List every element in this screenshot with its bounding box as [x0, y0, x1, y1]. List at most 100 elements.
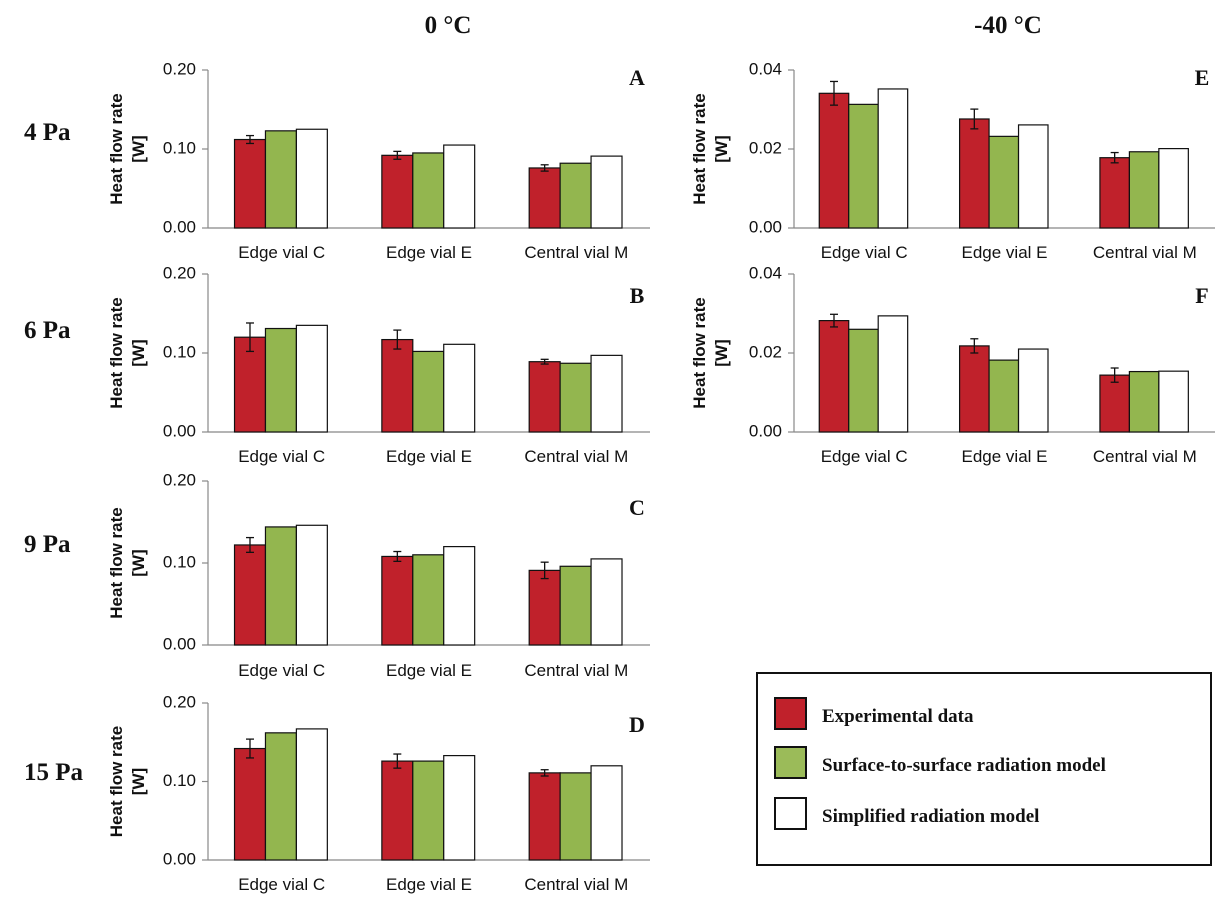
legend: Experimental data Surface-to-surface rad…: [756, 672, 1212, 866]
row-label-6pa: 6 Pa: [24, 317, 71, 344]
legend-label-experimental: Experimental data: [822, 706, 974, 727]
row-label-15pa: 15 Pa: [24, 759, 84, 786]
bar-a-surface-to-surface-1: [412, 152, 445, 229]
bar-f-surface-to-surface-1: [988, 359, 1020, 433]
bar-b-surface-to-surface-2: [559, 362, 592, 433]
bar-e-experimental-2: [1099, 157, 1130, 229]
category-label-a-1: Edge vial E: [386, 243, 472, 262]
row-label-4pa: 4 Pa: [24, 119, 71, 146]
bar-f-experimental-0: [818, 320, 850, 433]
bar-e-experimental-0: [818, 92, 850, 229]
bar-c-experimental-0: [233, 544, 267, 646]
y-tick-label-d-1: 0.10: [163, 771, 196, 790]
panels: A Heat flow rate [W] 0.00 0.10 0.20 Edge vial …: [107, 59, 1215, 894]
bar-b-surface-to-surface-0: [264, 327, 297, 433]
panel-b: B Heat flow rate [W] 0.00 0.10 0.20 Edge vial …: [107, 263, 650, 466]
category-label-f-1: Edge vial E: [962, 447, 1048, 466]
y-axis-label-c: Heat flow rate [W]: [107, 507, 148, 618]
y-axis-label-d: Heat flow rate [W]: [107, 726, 148, 837]
y-axis-label-a: Heat flow rate [W]: [107, 93, 148, 204]
legend-swatch-surface-to-surface: [774, 746, 807, 779]
bar-d-simplified-1: [443, 754, 476, 861]
panel-letter-e: E: [1195, 65, 1210, 90]
bar-a-simplified-2: [590, 155, 623, 229]
category-label-e-0: Edge vial C: [821, 243, 908, 262]
y-tick-label-e-2: 0.04: [749, 59, 782, 78]
panel-letter-f: F: [1195, 283, 1208, 308]
row-label-9pa: 9 Pa: [24, 531, 71, 558]
legend-swatch-simplified: [774, 797, 807, 830]
category-label-c-0: Edge vial C: [238, 661, 325, 680]
category-label-b-0: Edge vial C: [238, 447, 325, 466]
y-tick-label-e-0: 0.00: [749, 217, 782, 236]
y-tick-label-a-2: 0.20: [163, 59, 196, 78]
y-axis-label-b: Heat flow rate [W]: [107, 297, 148, 408]
column-title-0c: 0 °C: [425, 12, 472, 39]
bar-b-experimental-2: [528, 361, 561, 433]
bar-f-surface-to-surface-2: [1128, 370, 1160, 433]
bar-a-simplified-1: [443, 144, 476, 229]
panel-letter-b: B: [630, 283, 645, 308]
y-axis-label-f: Heat flow rate [W]: [690, 297, 731, 408]
bar-f-simplified-0: [877, 315, 909, 433]
y-tick-label-d-0: 0.00: [163, 849, 196, 868]
y-tick-label-c-2: 0.20: [163, 470, 196, 489]
panel-e: E Heat flow rate [W] 0.00 0.02 0.04 Edge vial …: [690, 59, 1215, 262]
category-label-c-1: Edge vial E: [386, 661, 472, 680]
bar-d-experimental-0: [233, 747, 267, 861]
bar-d-surface-to-surface-1: [412, 760, 445, 861]
category-label-d-0: Edge vial C: [238, 875, 325, 894]
bar-c-simplified-2: [590, 558, 623, 646]
bar-c-surface-to-surface-2: [559, 565, 592, 646]
panel-c: C Heat flow rate [W] 0.00 0.10 0.20 Edge vial …: [107, 470, 650, 680]
bar-a-surface-to-surface-0: [264, 130, 297, 229]
bar-e-simplified-1: [1017, 124, 1049, 229]
panel-letter-d: D: [629, 712, 645, 737]
bar-a-experimental-1: [381, 154, 414, 229]
bar-b-experimental-0: [233, 336, 267, 433]
category-label-d-1: Edge vial E: [386, 875, 472, 894]
y-tick-label-a-1: 0.10: [163, 138, 196, 157]
y-axis-label-e: Heat flow rate [W]: [690, 93, 731, 204]
category-label-b-1: Edge vial E: [386, 447, 472, 466]
y-tick-label-b-1: 0.10: [163, 342, 196, 361]
bar-d-surface-to-surface-0: [264, 732, 297, 861]
bar-e-surface-to-surface-1: [988, 135, 1020, 229]
y-tick-label-b-0: 0.00: [163, 421, 196, 440]
bar-f-experimental-1: [958, 345, 990, 433]
category-label-f-2: Central vial M: [1093, 447, 1197, 466]
bar-e-simplified-0: [877, 88, 909, 229]
category-label-e-2: Central vial M: [1093, 243, 1197, 262]
bar-c-surface-to-surface-0: [264, 526, 297, 646]
bar-b-experimental-1: [381, 338, 414, 433]
panel-d: D Heat flow rate [W] 0.00 0.10 0.20 Edge vial …: [107, 692, 650, 894]
bar-d-surface-to-surface-2: [559, 772, 592, 861]
category-label-d-2: Central vial M: [524, 875, 628, 894]
bar-b-simplified-0: [295, 324, 328, 433]
bar-e-experimental-1: [958, 118, 990, 229]
bar-f-simplified-2: [1158, 370, 1189, 433]
legend-label-surface-to-surface: Surface-to-surface radiation model: [822, 755, 1106, 776]
panel-letter-a: A: [629, 65, 645, 90]
category-label-b-2: Central vial M: [524, 447, 628, 466]
bar-d-experimental-1: [381, 760, 414, 861]
bar-f-experimental-2: [1099, 374, 1130, 433]
bar-c-simplified-0: [295, 524, 328, 646]
y-tick-label-c-1: 0.10: [163, 552, 196, 571]
bar-e-surface-to-surface-0: [848, 103, 879, 229]
y-tick-label-f-2: 0.04: [749, 263, 782, 282]
bar-a-experimental-0: [233, 138, 267, 229]
y-tick-label-f-1: 0.02: [749, 342, 782, 361]
bar-a-experimental-2: [528, 167, 561, 229]
bar-b-surface-to-surface-1: [412, 350, 445, 433]
legend-label-simplified: Simplified radiation model: [822, 806, 1039, 827]
bar-e-simplified-2: [1158, 148, 1189, 229]
bar-b-simplified-2: [590, 354, 623, 433]
category-label-e-1: Edge vial E: [962, 243, 1048, 262]
y-tick-label-e-1: 0.02: [749, 138, 782, 157]
bar-b-simplified-1: [443, 343, 476, 433]
bar-d-experimental-2: [528, 772, 561, 861]
category-label-c-2: Central vial M: [524, 661, 628, 680]
y-tick-label-d-2: 0.20: [163, 692, 196, 711]
